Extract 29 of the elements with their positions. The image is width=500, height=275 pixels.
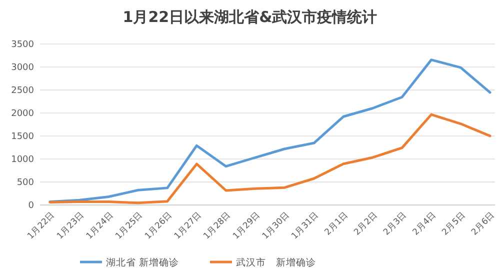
x-tick-label: 2月1日: [323, 210, 351, 238]
y-tick-label: 0: [28, 201, 34, 212]
x-tick-label: 1月29日: [231, 210, 263, 242]
y-tick-label: 2500: [11, 86, 34, 96]
x-tick-label: 1月28日: [202, 210, 234, 242]
x-tick-label: 1月25日: [114, 210, 146, 242]
x-tick-label: 1月30日: [260, 210, 292, 242]
x-tick-label: 1月26日: [143, 210, 175, 242]
y-tick-label: 500: [16, 178, 34, 188]
legend-label: 武汉市 新增确诊: [236, 256, 316, 268]
line-series: [48, 58, 492, 204]
legend-label: 湖北省 新增确诊: [106, 256, 180, 268]
y-tick-label: 3000: [11, 63, 34, 74]
x-tick-label: 2月3日: [382, 210, 410, 238]
y-tick-label: 1000: [11, 155, 34, 166]
y-tick-label: 2000: [11, 109, 34, 120]
y-tick-label: 1500: [11, 132, 34, 142]
x-tick-label: 2月6日: [470, 210, 498, 238]
x-tick-label: 1月31日: [290, 210, 322, 242]
x-tick-label: 2月4日: [411, 210, 439, 238]
x-tick-label: 1月22日: [26, 210, 58, 242]
line-series: [48, 113, 492, 204]
y-tick-label: 3500: [11, 40, 34, 50]
x-tick-label: 1月24日: [84, 210, 116, 242]
x-tick-label: 1月23日: [55, 210, 87, 242]
x-tick-label: 2月2日: [352, 210, 380, 238]
x-tick-label: 1月27日: [172, 210, 204, 242]
x-tick-label: 2月5日: [440, 210, 468, 238]
chart-title: 1月22日以来湖北省&武汉市疫情统计: [122, 8, 378, 26]
